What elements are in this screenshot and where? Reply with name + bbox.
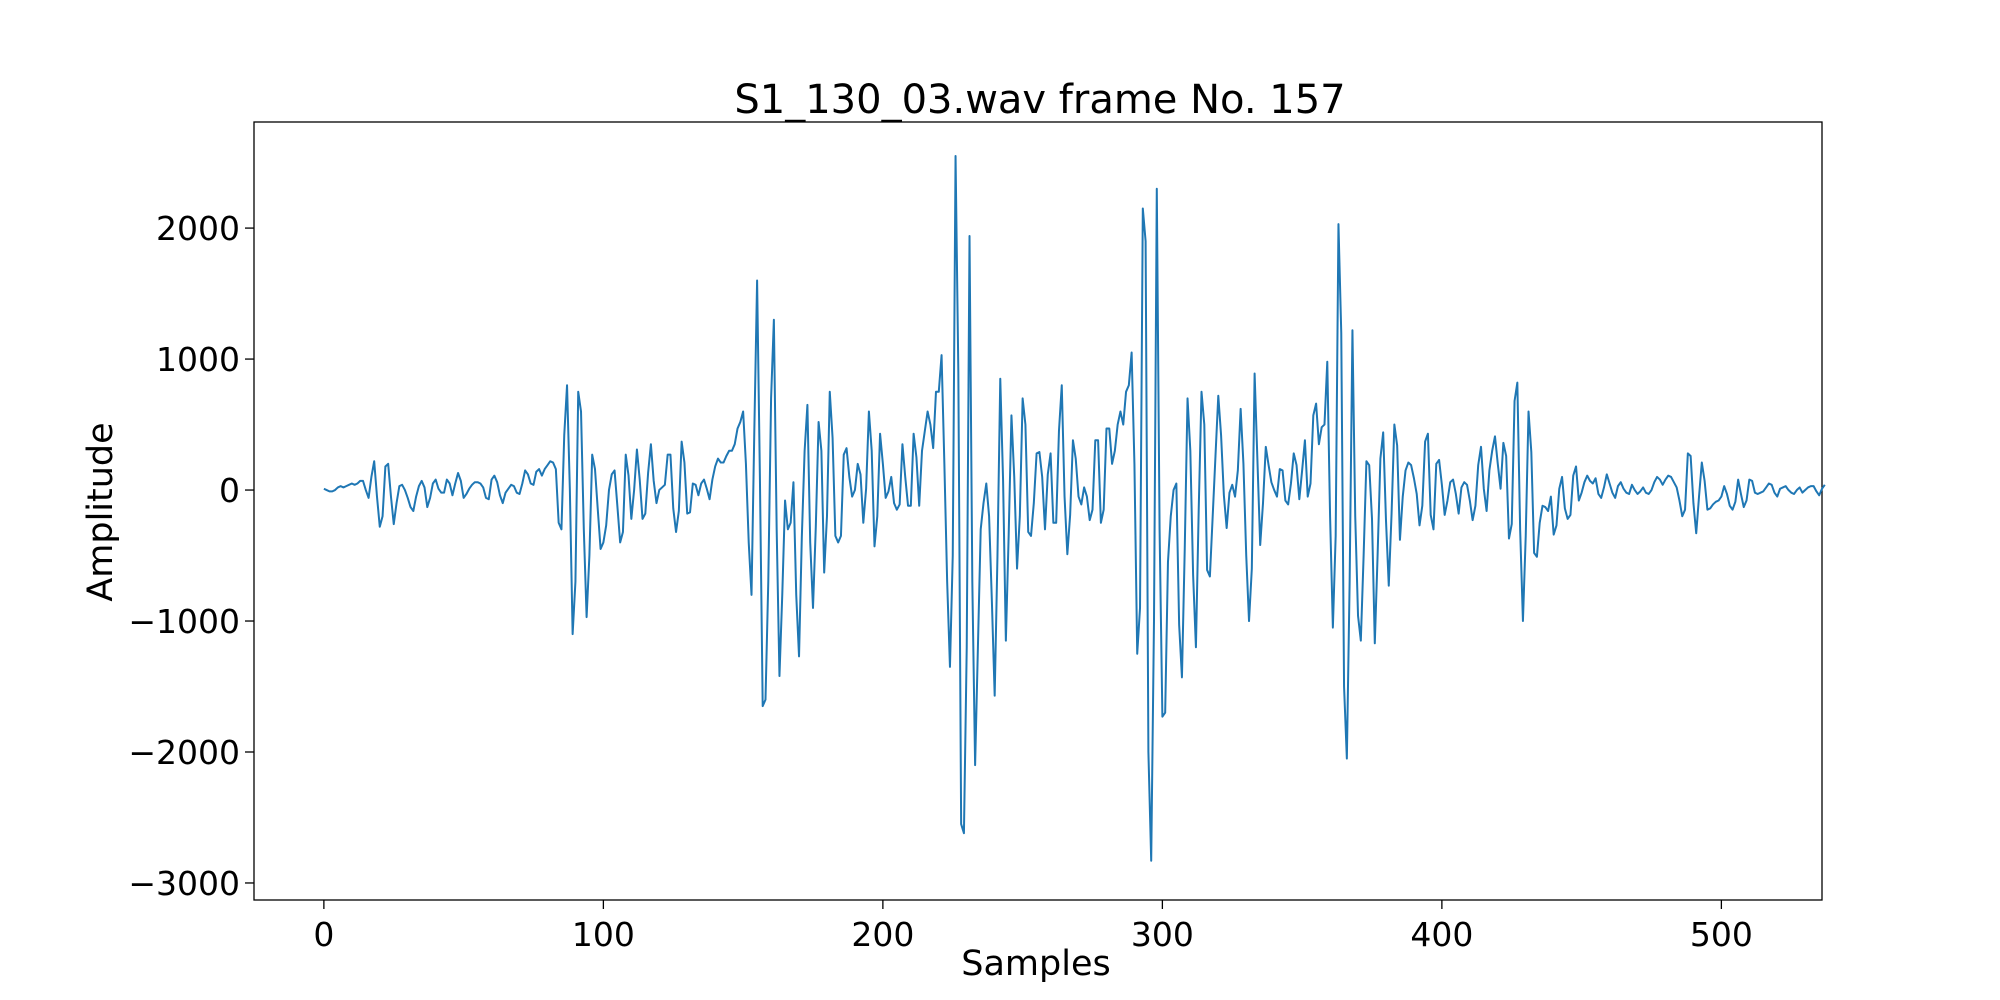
x-axis: 0 100 200 300 400 500 xyxy=(313,900,1753,954)
y-tick-label: −2000 xyxy=(128,733,240,772)
x-tick-label: 0 xyxy=(313,915,334,954)
x-tick-label: 100 xyxy=(572,915,635,954)
series-line xyxy=(323,155,1826,862)
x-tick-label: 200 xyxy=(851,915,914,954)
chart-title: S1_130_03.wav frame No. 157 xyxy=(734,77,1345,123)
y-tick-label: 2000 xyxy=(156,209,240,248)
x-axis-label: Samples xyxy=(961,944,1110,984)
y-tick-label: −1000 xyxy=(128,602,240,641)
y-tick-label: −3000 xyxy=(128,864,240,903)
y-axis: −3000 −2000 −1000 0 1000 2000 xyxy=(128,209,254,903)
plot-area xyxy=(253,121,1823,901)
x-tick-label: 400 xyxy=(1410,915,1473,954)
y-tick-label: 0 xyxy=(219,471,240,510)
x-tick-label: 300 xyxy=(1131,915,1194,954)
x-tick-label: 500 xyxy=(1690,915,1753,954)
y-tick-label: 1000 xyxy=(156,340,240,379)
y-axis-label: Amplitude xyxy=(81,422,121,601)
